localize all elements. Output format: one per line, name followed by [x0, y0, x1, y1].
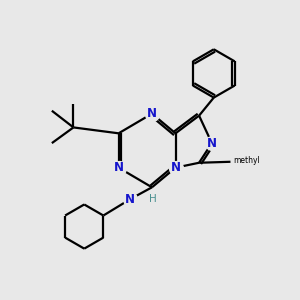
Text: N: N	[114, 161, 124, 174]
Text: methyl: methyl	[233, 156, 260, 165]
Text: N: N	[170, 161, 181, 174]
Text: N: N	[147, 107, 157, 120]
Text: N: N	[125, 193, 135, 206]
Text: H: H	[149, 194, 157, 204]
Text: N: N	[207, 136, 217, 150]
